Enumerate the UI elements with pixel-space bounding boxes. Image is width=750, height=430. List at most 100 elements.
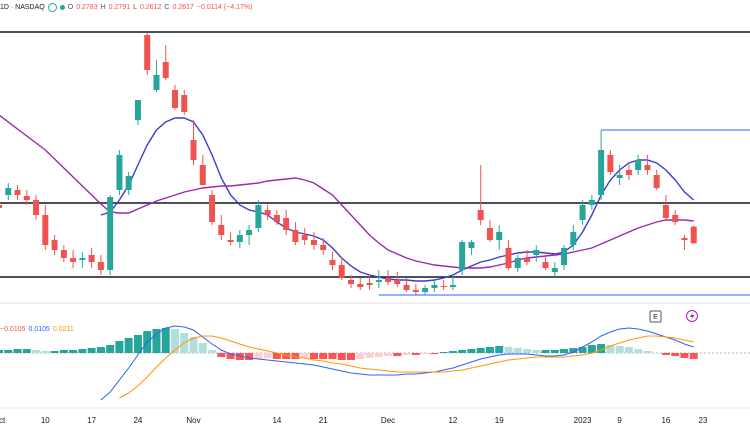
candle-body [60, 250, 67, 258]
candle-body [125, 176, 132, 190]
candle-body [635, 160, 642, 170]
histogram-bar [495, 346, 504, 353]
candle-body [273, 215, 280, 222]
candle-body [0, 205, 2, 208]
histogram-bar [634, 349, 643, 353]
x-tick-label: 2023 [574, 416, 592, 425]
ohlc-value: 0.2617 [172, 4, 194, 11]
histogram-bar [189, 337, 198, 353]
x-tick-label: Nov [186, 416, 200, 425]
macd-legend: −0.0105 0.0105 0.0211 [0, 326, 74, 333]
x-tick-label: 16 [661, 416, 670, 425]
candle-body [153, 75, 160, 90]
histogram-bar [661, 353, 670, 355]
histogram-bar [226, 353, 235, 359]
histogram-bar [689, 353, 698, 359]
histogram-bar [597, 344, 606, 353]
candle-body [190, 140, 197, 160]
candle-body [625, 170, 632, 175]
histogram-bar [208, 350, 217, 353]
macd-legend-value: −0.0105 [0, 326, 26, 333]
candle-body [255, 205, 262, 228]
candle-body [607, 155, 614, 172]
candle-body [542, 262, 549, 268]
histogram-bar [171, 329, 179, 353]
candle-body [181, 95, 188, 112]
histogram-bar [309, 353, 318, 359]
histogram-bar [152, 329, 161, 353]
candle-body [329, 260, 336, 265]
candle-body [385, 278, 392, 282]
x-tick-label: 21 [319, 416, 328, 425]
lightning-icon [690, 312, 695, 321]
candle-body [440, 286, 447, 287]
x-tick-label: 9 [617, 416, 622, 425]
candle-body [5, 188, 12, 195]
candle-body [338, 265, 345, 278]
ohlc-value: 0.2791 [108, 4, 131, 11]
candle-body [199, 165, 206, 185]
candle-body [42, 215, 49, 245]
candle-body [246, 230, 253, 235]
histogram-bar [541, 350, 550, 353]
price-pane [0, 31, 750, 296]
candle-body [588, 200, 595, 205]
candle-body [144, 35, 151, 70]
candle-body [79, 258, 86, 260]
candle-body [172, 90, 178, 108]
candle-body [366, 283, 373, 285]
histogram-bar [347, 353, 355, 360]
candle-body [134, 100, 141, 120]
histogram-bar [106, 345, 115, 353]
histogram-bar [671, 353, 680, 356]
moving-average [100, 117, 695, 282]
x-tick-label: 12 [448, 416, 457, 425]
candle-body [598, 150, 605, 195]
candle-body [51, 240, 58, 250]
candle-body [264, 210, 271, 215]
candle-body [422, 288, 429, 292]
histogram-bar [458, 350, 467, 353]
candle-body [227, 240, 234, 242]
histogram-bar [245, 353, 254, 360]
histogram-bar [32, 350, 41, 353]
candle-body [672, 215, 679, 222]
earnings-badge[interactable] [649, 310, 662, 323]
histogram-bar [41, 351, 50, 353]
earnings-badge-text: E [653, 314, 658, 321]
candle-body [218, 225, 225, 235]
candle-body [486, 228, 493, 240]
candle-body [70, 258, 77, 262]
candle-body [283, 218, 290, 230]
ohlc-key: L [133, 4, 137, 11]
candle-body [514, 258, 521, 268]
candle-body [97, 262, 104, 270]
histogram-bar [448, 351, 457, 353]
histogram-bar [263, 353, 272, 358]
histogram-bar [4, 350, 13, 353]
candle-body [533, 250, 540, 255]
ohlc-value: 0.2612 [140, 4, 162, 11]
histogram-bar [0, 350, 3, 353]
x-tick-label: 14 [272, 416, 281, 425]
macd-legend-value: 0.0105 [28, 326, 50, 333]
histogram-bar [50, 351, 59, 353]
candle-body [616, 175, 623, 178]
histogram-bar [115, 341, 124, 353]
symbol: 1D · NASDAQ [0, 4, 45, 11]
candle-body [162, 62, 169, 78]
candle-body [375, 280, 382, 282]
histogram-bar [504, 347, 513, 353]
histogram-bar [569, 348, 578, 353]
histogram-bar [402, 353, 411, 355]
candle-body [431, 285, 438, 288]
histogram-bar [78, 349, 87, 353]
histogram-bar [124, 338, 133, 353]
histogram-bar [560, 349, 569, 353]
histogram-bar [476, 348, 485, 353]
histogram-bar [550, 350, 559, 353]
candle-body [394, 280, 401, 284]
histogram-bar [578, 347, 587, 353]
candle-body [33, 200, 40, 215]
